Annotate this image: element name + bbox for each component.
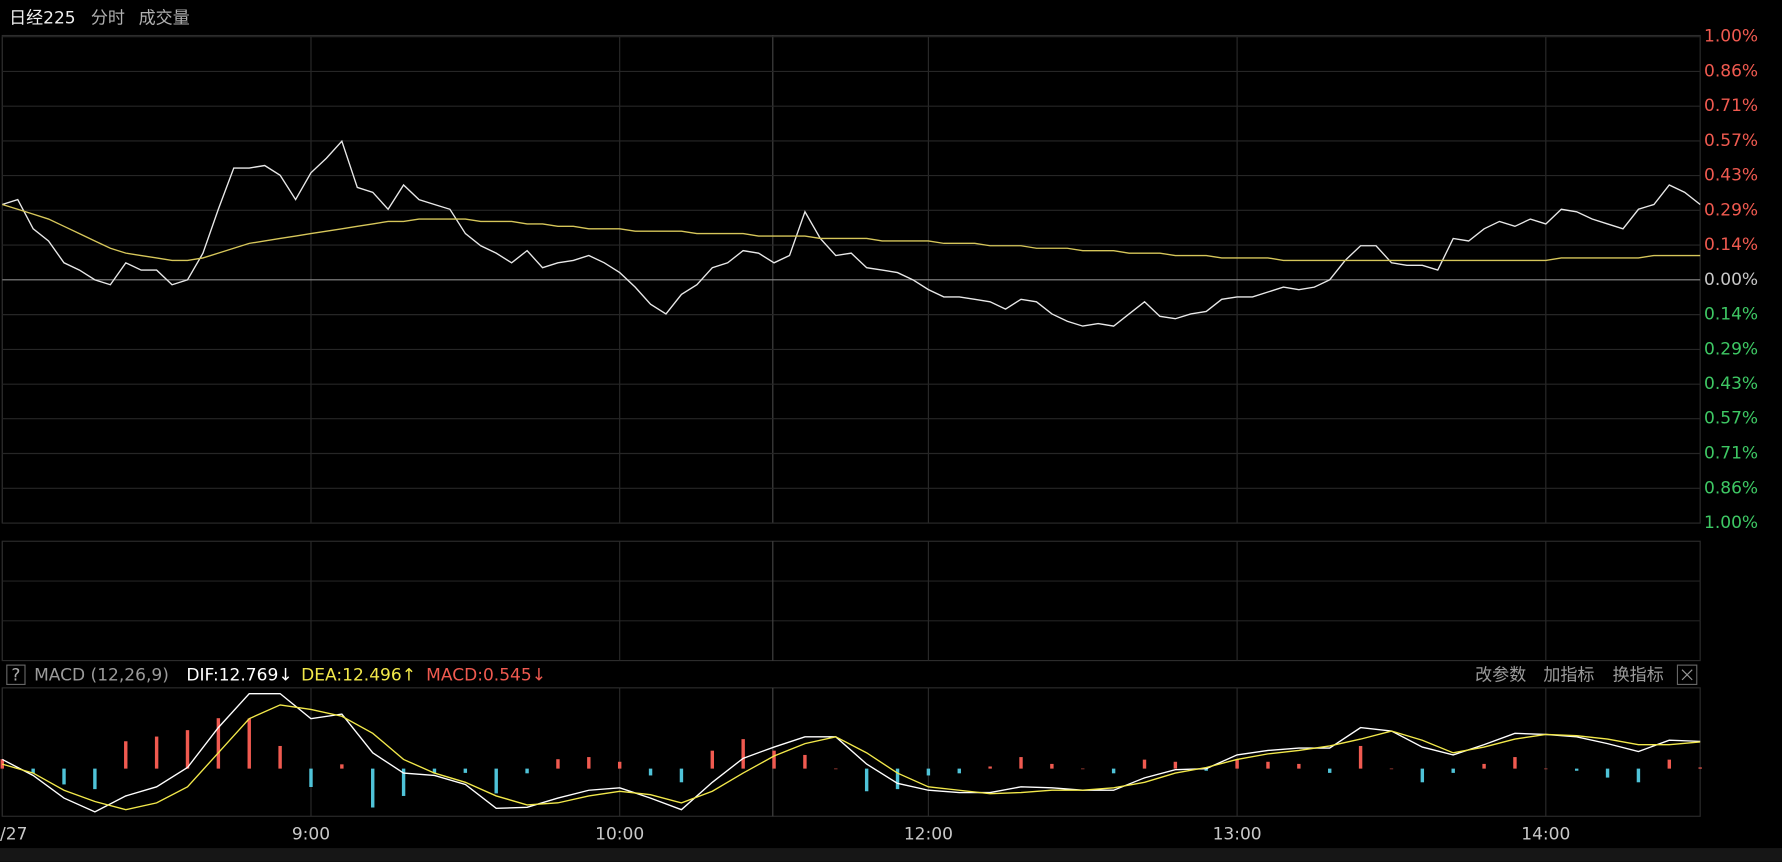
line	[2, 139, 1701, 327]
legend-entry: DEA:12.496↑	[301, 665, 416, 685]
histogram-bar	[741, 739, 745, 769]
histogram-bar	[0, 759, 4, 769]
tab[interactable]: 分时	[91, 8, 125, 28]
histogram-bar	[1142, 759, 1147, 769]
histogram-bar	[1019, 757, 1023, 769]
histogram-bar	[1698, 767, 1702, 769]
histogram-bar	[587, 757, 591, 769]
y-tick-label: 1.00%	[1704, 513, 1758, 533]
histogram-bar	[1111, 768, 1116, 774]
histogram-bar	[1266, 761, 1270, 769]
histogram-bar	[463, 768, 468, 773]
histogram-bar	[1328, 768, 1332, 773]
histogram-bar	[834, 768, 838, 770]
histogram-bar	[1513, 757, 1517, 769]
histogram-bar	[62, 768, 66, 785]
histogram-bar	[1420, 768, 1425, 783]
x-tick-label: 12:00	[904, 824, 953, 844]
histogram-bar	[957, 768, 961, 774]
y-tick-label: 0.43%	[1704, 374, 1758, 394]
histogram-bar	[124, 741, 128, 769]
histogram-bar	[216, 718, 221, 769]
close-button[interactable]	[1676, 664, 1698, 686]
histogram-bar	[309, 768, 313, 787]
histogram-bar	[371, 768, 375, 808]
histogram-bar	[1173, 761, 1178, 769]
histogram-bar	[1605, 768, 1610, 778]
y-tick-label: 0.71%	[1704, 96, 1758, 116]
histogram-bar	[340, 764, 344, 769]
histogram-bar	[772, 750, 776, 769]
x-tick-label: 9:00	[292, 824, 330, 844]
histogram-bar	[185, 730, 190, 769]
status-bar	[0, 848, 1782, 862]
histogram-bar	[1667, 759, 1672, 769]
histogram-bar	[679, 768, 684, 783]
histogram-bar	[1451, 768, 1455, 773]
histogram-bar	[401, 768, 406, 796]
histogram-bar	[278, 745, 282, 769]
histogram-bar	[710, 750, 715, 769]
y-tick-label: 0.29%	[1704, 339, 1758, 359]
toolbar-button[interactable]: 换指标	[1613, 665, 1664, 685]
line	[2, 704, 1701, 811]
x-tick-label: 10:00	[595, 824, 644, 844]
histogram-bar	[31, 768, 35, 774]
histogram-bar	[1389, 768, 1394, 770]
histogram-bar	[1235, 759, 1239, 769]
y-tick-label: 0.71%	[1704, 443, 1758, 463]
histogram-bar	[648, 768, 653, 776]
y-tick-label: 1.00%	[1704, 27, 1758, 47]
y-tick-label: 0.57%	[1704, 409, 1758, 429]
histogram-bar	[525, 768, 529, 774]
histogram-bar	[1081, 768, 1085, 770]
legend-entry: DIF:12.769↓	[186, 665, 292, 685]
histogram-bar	[432, 768, 437, 774]
histogram-bar	[926, 768, 931, 776]
histogram-bar	[617, 761, 622, 769]
x-tick-label: 14:00	[1521, 824, 1570, 844]
histogram-bar	[1544, 768, 1548, 770]
y-tick-label: 0.43%	[1704, 166, 1758, 186]
histogram-bar	[556, 759, 560, 769]
histogram-bar	[864, 768, 869, 792]
histogram-bar	[803, 754, 807, 769]
help-icon[interactable]: ?	[11, 665, 20, 685]
toolbar-button[interactable]: 改参数	[1475, 665, 1526, 685]
histogram-bar	[1636, 768, 1641, 783]
x-tick-label: /27	[0, 824, 27, 844]
y-tick-label: 0.14%	[1704, 305, 1758, 325]
legend-entry: MACD:0.545↓	[426, 665, 546, 685]
histogram-bar	[1574, 768, 1579, 771]
toolbar-button[interactable]: 加指标	[1543, 665, 1594, 685]
y-tick-label: 0.86%	[1704, 61, 1758, 81]
tab[interactable]: 成交量	[139, 8, 190, 28]
help-button[interactable]	[6, 664, 26, 686]
histogram-bar	[988, 766, 992, 769]
line	[2, 203, 1701, 262]
x-tick-label: 13:00	[1213, 824, 1262, 844]
chart-title: 日经225	[9, 8, 76, 28]
y-tick-label: 0.57%	[1704, 131, 1758, 151]
histogram-bar	[154, 736, 159, 769]
histogram-bar	[895, 768, 900, 790]
histogram-bar	[1050, 763, 1054, 769]
histogram-bar	[1482, 763, 1486, 769]
y-tick-label: 0.00%	[1704, 270, 1758, 290]
histogram-bar	[494, 768, 498, 794]
histogram-bar	[93, 768, 97, 790]
indicator-title: MACD (12,26,9)	[34, 665, 169, 685]
line	[1, 692, 1701, 813]
histogram-bar	[1297, 763, 1301, 769]
histogram-bar	[1204, 768, 1208, 771]
histogram-bar	[1358, 745, 1363, 769]
y-tick-label: 0.86%	[1704, 478, 1758, 498]
y-tick-label: 0.29%	[1704, 200, 1758, 220]
histogram-bar	[247, 718, 251, 769]
y-tick-label: 0.14%	[1704, 235, 1758, 255]
